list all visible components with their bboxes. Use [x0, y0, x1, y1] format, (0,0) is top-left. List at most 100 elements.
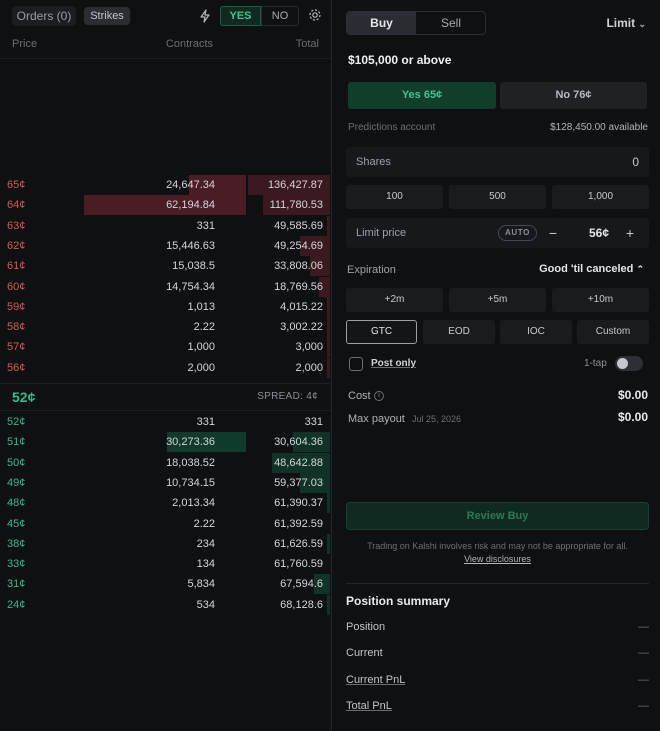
bid-depth-bar: [326, 493, 330, 514]
bid-contracts-bar: [166, 432, 246, 453]
gear-icon[interactable]: [308, 8, 322, 22]
ask-row[interactable]: 59¢ 1,013 4,015.22: [0, 296, 332, 317]
shares-input[interactable]: Shares 0: [346, 147, 649, 177]
spread-label: SPREAD: 4¢: [257, 391, 318, 402]
gtc-button[interactable]: GTC: [346, 320, 417, 344]
bid-row[interactable]: 38¢ 234 61,626.59: [0, 533, 332, 554]
ask-price: 64¢: [7, 199, 26, 212]
ask-depth-bar: [327, 296, 330, 317]
bid-price: 38¢: [7, 537, 26, 550]
bid-row[interactable]: 45¢ 2.22 61,392.59: [0, 514, 332, 534]
current-pnl-label[interactable]: Current PnL: [346, 674, 406, 686]
ask-price: 62¢: [7, 239, 26, 252]
bid-price: 52¢: [7, 416, 26, 428]
ask-contracts: 15,446.63: [166, 239, 215, 252]
ask-row[interactable]: 60¢ 14,754.34 18,769.56: [0, 276, 332, 297]
view-disclosures-link[interactable]: View disclosures: [464, 554, 531, 564]
ask-row[interactable]: 65¢ 24,647.34 136,427.87: [0, 175, 332, 195]
bid-row[interactable]: 33¢ 134 61,760.59: [0, 554, 332, 574]
header-divider: [0, 58, 332, 59]
bid-price: 51¢: [7, 436, 26, 449]
total-pnl-label[interactable]: Total PnL: [346, 700, 392, 712]
bid-contracts: 10,734.15: [166, 476, 215, 489]
ask-depth-bar: [327, 215, 330, 236]
account-label: Predictions account: [348, 122, 436, 133]
ask-row[interactable]: 58¢ 2.22 3,002.22: [0, 317, 332, 338]
orders-tab[interactable]: Orders (0): [12, 6, 76, 26]
bid-total: 331: [304, 416, 323, 428]
bid-contracts: 534: [196, 598, 215, 611]
ask-row[interactable]: 62¢ 15,446.63 49,254.69: [0, 235, 332, 256]
ask-total: 49,254.69: [274, 239, 323, 252]
quick-shares-500-button[interactable]: 500: [449, 185, 546, 209]
current-pnl-value: —: [638, 674, 649, 686]
ask-contracts: 2.22: [193, 321, 215, 334]
ask-depth-bar: [327, 317, 330, 338]
bid-row[interactable]: 49¢ 10,734.15 59,377.03: [0, 472, 332, 493]
time-5m-button[interactable]: +5m: [449, 288, 546, 312]
order-type-dropdown[interactable]: Limit ⌄: [606, 16, 646, 30]
strikes-tab[interactable]: Strikes: [84, 7, 130, 25]
limit-price-label: Limit price: [356, 227, 407, 239]
position-value: —: [638, 621, 649, 633]
bid-row[interactable]: 48¢ 2,013.34 61,390.37: [0, 493, 332, 514]
bid-row[interactable]: 31¢ 5,834 67,594.6: [0, 574, 332, 595]
post-only-checkbox[interactable]: [349, 357, 363, 371]
ask-depth-bar: [327, 357, 330, 378]
increment-price-button[interactable]: +: [625, 225, 635, 241]
limit-price-value[interactable]: 56¢: [589, 226, 610, 240]
bid-row[interactable]: 52¢ 331 331: [0, 412, 332, 432]
post-only-label[interactable]: Post only: [371, 358, 417, 369]
side-toggle: Buy Sell: [346, 11, 486, 35]
expiration-label: Expiration: [347, 264, 396, 276]
ask-total: 33,808.06: [274, 260, 323, 273]
shares-label: Shares: [356, 156, 391, 168]
bid-row[interactable]: 50¢ 18,038.52 48,642.88: [0, 452, 332, 473]
ask-row[interactable]: 57¢ 1,000 3,000: [0, 337, 332, 358]
ask-total: 49,585.69: [274, 219, 323, 232]
time-10m-button[interactable]: +10m: [552, 288, 649, 312]
ioc-button[interactable]: IOC: [500, 320, 572, 344]
chevron-up-icon: ⌃: [636, 264, 644, 274]
cost-value: $0.00: [617, 388, 648, 402]
eod-button[interactable]: EOD: [423, 320, 495, 344]
review-buy-button[interactable]: Review Buy: [346, 502, 649, 530]
info-icon[interactable]: i: [374, 391, 384, 401]
bid-price: 33¢: [7, 558, 26, 571]
auto-price-button[interactable]: AUTO: [498, 225, 537, 241]
no-outcome-button[interactable]: No 76¢: [500, 82, 647, 109]
total-column-header: Total: [295, 38, 319, 50]
sell-button[interactable]: Sell: [440, 16, 461, 30]
ask-row[interactable]: 61¢ 15,038.5 33,808.06: [0, 256, 332, 277]
bid-price: 24¢: [7, 598, 26, 611]
custom-expiration-button[interactable]: Custom: [577, 320, 649, 344]
bid-total: 30,604.36: [274, 436, 323, 449]
decrement-price-button[interactable]: −: [548, 225, 558, 241]
time-2m-button[interactable]: +2m: [346, 288, 443, 312]
ask-row[interactable]: 63¢ 331 49,585.69: [0, 215, 332, 236]
no-toggle[interactable]: NO: [261, 6, 299, 26]
bid-row[interactable]: 51¢ 30,273.36 30,604.36: [0, 432, 332, 453]
ask-row[interactable]: 64¢ 62,194.84 111,780.53: [0, 195, 332, 216]
quick-shares-100-button[interactable]: 100: [346, 185, 443, 209]
bid-row[interactable]: 24¢ 534 68,128.6: [0, 594, 332, 615]
bid-price: 49¢: [7, 476, 26, 489]
cost-label: Cost: [348, 390, 371, 402]
ask-depth-bar: [262, 195, 330, 216]
lightning-icon[interactable]: [198, 9, 212, 23]
ask-row[interactable]: 56¢ 2,000 2,000: [0, 357, 332, 378]
ask-price: 57¢: [7, 341, 26, 354]
ask-total: 3,000: [295, 341, 323, 354]
ask-total: 18,769.56: [274, 280, 323, 293]
expiration-dropdown[interactable]: Good 'til canceled ⌃: [539, 263, 644, 275]
bid-depth-bar: [293, 432, 330, 453]
spread-row: 52¢ SPREAD: 4¢: [0, 383, 332, 411]
yes-outcome-button[interactable]: Yes 65¢: [348, 82, 496, 109]
ask-contracts: 1,000: [187, 341, 215, 354]
quick-shares-1000-button[interactable]: 1,000: [552, 185, 649, 209]
ask-contracts: 331: [196, 219, 215, 232]
buy-button[interactable]: Buy: [347, 12, 416, 34]
one-tap-toggle[interactable]: [615, 356, 643, 371]
yes-toggle[interactable]: YES: [220, 6, 261, 26]
